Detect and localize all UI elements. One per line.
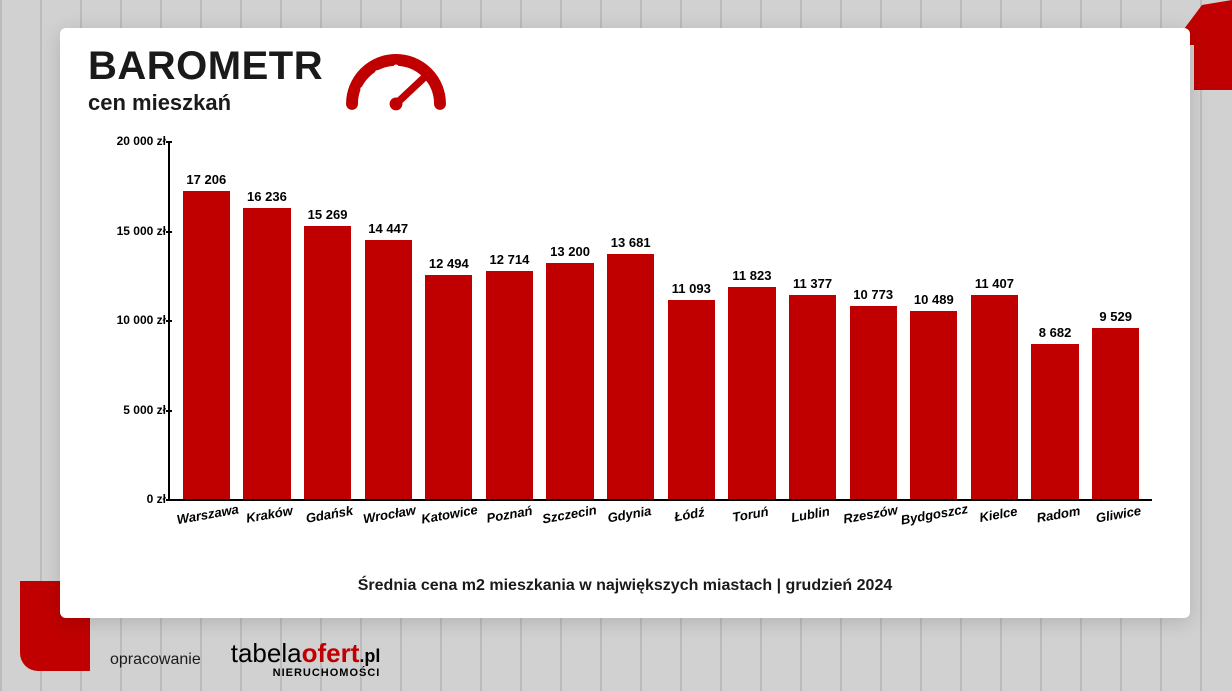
bar-value-label: 13 681 (611, 235, 651, 250)
x-axis-label: Katowice (418, 502, 486, 562)
bar (1031, 344, 1078, 499)
bar-value-label: 13 200 (550, 244, 590, 259)
header: BAROMETR cen mieszkań (88, 46, 1162, 121)
bar-value-label: 16 236 (247, 189, 287, 204)
bar-value-label: 10 489 (914, 292, 954, 307)
bar-column: 11 377 (782, 141, 843, 499)
y-axis-tick: 0 zł (90, 492, 166, 506)
bar-value-label: 12 494 (429, 256, 469, 271)
x-axis-label: Gdynia (599, 502, 667, 562)
x-axis-label: Szczecin (539, 502, 607, 562)
bar-column: 13 681 (600, 141, 661, 499)
bar-chart: 17 206 16 236 15 269 14 447 12 494 12 714 13 2… (88, 131, 1162, 551)
footer: opracowanie tabelaofert.pl NIERUCHOMOŚCI (110, 640, 380, 679)
bar (971, 295, 1018, 499)
y-axis-tick: 5 000 zł (90, 403, 166, 417)
bar-value-label: 11 407 (975, 276, 1014, 291)
bar (607, 254, 654, 499)
bar-column: 11 823 (722, 141, 783, 499)
gauge-icon (341, 46, 451, 121)
brand-logo: tabelaofert.pl NIERUCHOMOŚCI (231, 640, 381, 679)
bar (243, 208, 290, 499)
bar (486, 271, 533, 499)
x-axis-label: Toruń (719, 502, 787, 562)
x-axis-label: Gdańsk (298, 502, 366, 562)
x-axis-label: Warszawa (176, 501, 246, 561)
bar (789, 295, 836, 499)
x-axis-label: Bydgoszcz (899, 501, 975, 562)
bar-value-label: 10 773 (853, 287, 893, 302)
bar-value-label: 14 447 (368, 221, 408, 236)
footer-label: opracowanie (110, 651, 201, 669)
bar (365, 240, 412, 499)
x-axis-label: Poznań (479, 502, 547, 562)
bar-value-label: 11 377 (793, 276, 832, 291)
bar-column: 12 714 (479, 141, 540, 499)
bar-column: 10 489 (904, 141, 965, 499)
x-axis-label: Lublin (779, 502, 847, 562)
bar-value-label: 8 682 (1039, 325, 1072, 340)
bar (425, 275, 472, 499)
bar (668, 300, 715, 499)
chart-card: BAROMETR cen mieszkań 17 206 16 236 15 269… (60, 28, 1190, 618)
bar-value-label: 11 093 (672, 281, 711, 296)
y-axis-tick: 10 000 zł (90, 313, 166, 327)
bar-column: 11 407 (964, 141, 1025, 499)
logo-part-1: tabela (231, 638, 302, 668)
x-axis-label: Kielce (967, 502, 1035, 562)
page-title: BAROMETR (88, 46, 323, 86)
bar-column: 14 447 (358, 141, 419, 499)
bar (304, 226, 351, 499)
bar-column: 11 093 (661, 141, 722, 499)
bar-value-label: 15 269 (308, 207, 348, 222)
bar-value-label: 11 823 (732, 268, 771, 283)
logo-part-3: .pl (359, 646, 380, 666)
logo-subtext: NIERUCHOMOŚCI (273, 668, 381, 679)
logo-part-2: ofert (302, 638, 360, 668)
bar-column: 10 773 (843, 141, 904, 499)
bar-column: 17 206 (176, 141, 237, 499)
bar (728, 287, 775, 499)
x-axis-label: Gliwice (1087, 502, 1155, 562)
bar (850, 306, 897, 499)
bar (1092, 328, 1139, 499)
bar (183, 191, 230, 499)
y-axis-tick: 20 000 zł (90, 134, 166, 148)
bar-column: 13 200 (540, 141, 601, 499)
y-axis-tick: 15 000 zł (90, 224, 166, 238)
bar-value-label: 9 529 (1099, 309, 1132, 324)
chart-caption: Średnia cena m2 mieszkania w największyc… (88, 577, 1162, 595)
bar-value-label: 12 714 (490, 252, 530, 267)
bar-column: 9 529 (1085, 141, 1146, 499)
x-axis-label: Rzeszów (839, 502, 907, 562)
bar-column: 8 682 (1025, 141, 1086, 499)
bar-column: 15 269 (297, 141, 358, 499)
bar (910, 311, 957, 499)
bar-column: 16 236 (237, 141, 298, 499)
x-axis-label: Kraków (238, 502, 306, 562)
x-axis-label: Wrocław (358, 502, 426, 562)
x-axis-label: Łódź (659, 502, 727, 562)
bar-value-label: 17 206 (186, 172, 226, 187)
bar (546, 263, 593, 499)
x-axis-label: Radom (1027, 502, 1095, 562)
bar-column: 12 494 (419, 141, 480, 499)
page-subtitle: cen mieszkań (88, 90, 323, 116)
